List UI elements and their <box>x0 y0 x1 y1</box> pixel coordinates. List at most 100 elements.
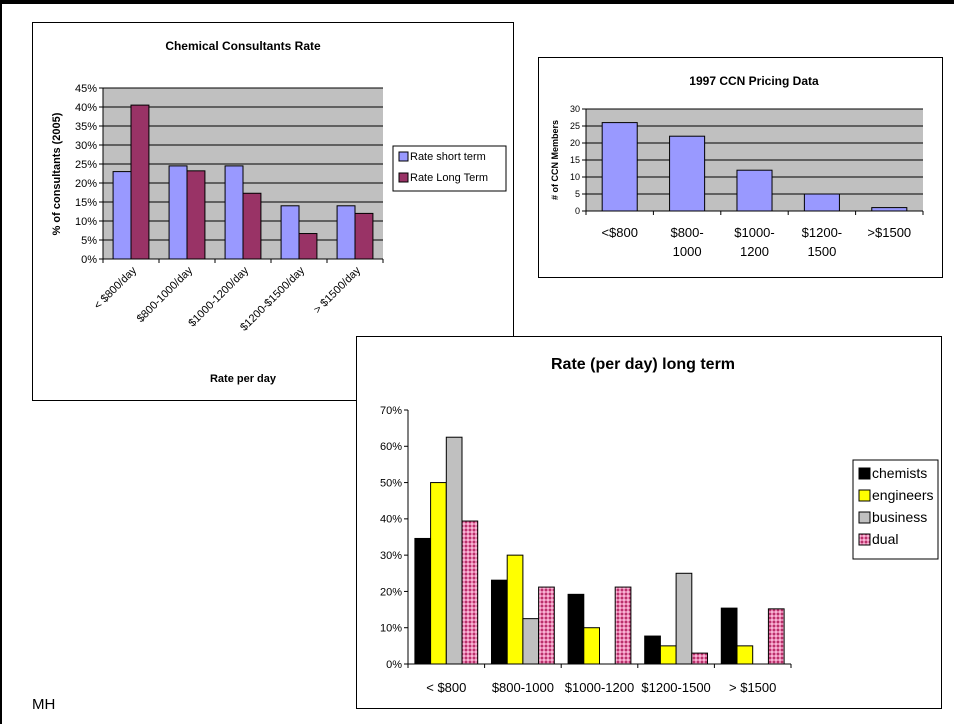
slide-left-border <box>0 0 2 724</box>
x-tick-label: $1200- <box>802 225 842 240</box>
y-tick-label: 0% <box>81 254 97 266</box>
y-tick-label: 0 <box>575 206 580 216</box>
bar-rate-long-term-0 <box>130 104 150 260</box>
x-tick-label: $1000-1200/day <box>186 264 251 329</box>
chart-consultants-rate: Chemical Consultants Rate 0% 5% 10% 15% 20% 25… <box>51 39 507 385</box>
bar-dual-2 <box>614 586 632 665</box>
legend-swatch-dual <box>858 533 871 546</box>
bar-engineers-0 <box>430 482 447 665</box>
y-axis-label: % of consultants (2005) <box>51 112 63 235</box>
y-tick-label: 0% <box>386 659 402 671</box>
legend-swatch-rate-short-term <box>398 151 409 162</box>
chart-ccn-pricing: 1997 CCN Pricing Data 0 5 10 15 20 25 30 <$800 $8… <box>550 74 924 259</box>
chart-panel-consultants-rate: Chemical Consultants Rate 0% 5% 10% 15% 20% 25… <box>32 22 514 401</box>
x-tick-label: $1200-1500 <box>641 680 710 695</box>
y-tick-label: 20 <box>570 138 580 148</box>
x-tick-label: > $1500/day <box>312 264 364 316</box>
y-tick-label: 60% <box>380 441 402 453</box>
legend-swatch-rate-long-term <box>398 172 409 183</box>
x-tick-label: $1000-1200 <box>565 680 634 695</box>
y-tick-label: 15 <box>570 155 580 165</box>
bar-dual-0 <box>461 520 479 665</box>
y-tick-label: 30% <box>75 140 97 152</box>
y-tick-label: 20% <box>380 586 402 598</box>
bar-rate-short-term-4 <box>336 205 356 260</box>
bar-rate-long-term-4 <box>354 212 374 260</box>
x-tick-label: $800-1000/day <box>135 264 196 325</box>
bar-chemists-4 <box>720 607 738 665</box>
chart-long-term-rate: Rate (per day) long term 0% 10% 20% 30% 40% 50… <box>380 356 939 695</box>
x-tick-label: >$1500 <box>867 225 911 240</box>
bar-members-2 <box>736 169 773 212</box>
y-tick-label: 25 <box>570 121 580 131</box>
bar-engineers-4 <box>736 645 754 665</box>
bar-chemists-0 <box>414 537 432 665</box>
x-axis-label: Rate per day <box>210 373 277 385</box>
y-axis-label: # of CCN Members <box>550 120 560 200</box>
y-tick-label: 20% <box>75 178 97 190</box>
y-tick-label: 30 <box>570 104 580 114</box>
slide-top-border <box>0 0 954 4</box>
y-tick-label: 30% <box>380 550 402 562</box>
y-tick-label: 5% <box>81 235 97 247</box>
chart-title: Rate (per day) long term <box>551 356 735 373</box>
y-tick-label: 25% <box>75 159 97 171</box>
bar-dual-3 <box>691 652 709 665</box>
x-tick-label: $1000- <box>734 225 774 240</box>
x-tick-label: $800-1000 <box>492 680 554 695</box>
bar-chemists-3 <box>644 635 661 665</box>
y-tick-label: 15% <box>75 197 97 209</box>
y-tick-label: 10% <box>75 216 97 228</box>
legend-label: dual <box>872 531 898 547</box>
bar-rate-short-term-3 <box>280 205 300 260</box>
legend-swatch-engineers <box>858 489 871 502</box>
bar-rate-short-term-1 <box>168 165 188 260</box>
legend-swatch-chemists <box>858 467 871 480</box>
bar-members-3 <box>803 193 840 212</box>
y-tick-label: 35% <box>75 121 97 133</box>
x-tick-label: < $800/day <box>92 264 140 312</box>
chart-panel-long-term-rate: Rate (per day) long term 0% 10% 20% 30% 40% 50… <box>356 336 942 709</box>
x-tick-label: > $1500 <box>729 680 776 695</box>
legend <box>392 145 507 192</box>
chart-title: Chemical Consultants Rate <box>165 39 321 53</box>
y-tick-label: 10 <box>570 172 580 182</box>
bar-rate-long-term-3 <box>298 233 318 260</box>
bar-chemists-1 <box>490 579 508 665</box>
legend-label: engineers <box>872 487 934 503</box>
bar-members-4 <box>871 207 908 212</box>
bar-business-1 <box>522 618 540 665</box>
bar-dual-1 <box>538 586 555 665</box>
x-tick-label: <$800 <box>601 225 638 240</box>
bar-members-0 <box>601 122 638 212</box>
x-tick-label: 1500 <box>807 244 836 259</box>
bar-rate-short-term-2 <box>224 165 244 260</box>
bar-rate-long-term-2 <box>242 192 262 260</box>
x-tick-label: 1000 <box>673 244 702 259</box>
y-tick-label: 45% <box>75 83 97 95</box>
bar-engineers-1 <box>506 554 524 665</box>
chart-panel-ccn-pricing: 1997 CCN Pricing Data 0 5 10 15 20 25 30 <$800 $8… <box>538 57 943 278</box>
footer-initials: MH <box>32 696 56 713</box>
legend-label: business <box>872 509 927 525</box>
x-tick-label: 1200 <box>740 244 769 259</box>
y-tick-label: 40% <box>75 102 97 114</box>
chart-title: 1997 CCN Pricing Data <box>689 74 819 88</box>
legend-label: chemists <box>872 465 927 481</box>
x-tick-label: $800- <box>670 225 703 240</box>
y-tick-label: 40% <box>380 514 402 526</box>
bar-business-0 <box>445 436 463 665</box>
x-tick-label: < $800 <box>426 680 466 695</box>
bar-chemists-2 <box>567 593 585 665</box>
bar-engineers-2 <box>583 627 600 665</box>
y-tick-label: 70% <box>380 405 402 417</box>
legend-swatch-business <box>858 511 871 524</box>
y-tick-label: 10% <box>380 623 402 635</box>
bar-engineers-3 <box>659 645 677 665</box>
legend-label: Rate Long Term <box>410 172 488 184</box>
bar-rate-long-term-1 <box>186 170 206 260</box>
legend-label: Rate short term <box>410 151 486 163</box>
bar-business-3 <box>675 572 693 665</box>
bar-members-1 <box>669 135 706 212</box>
